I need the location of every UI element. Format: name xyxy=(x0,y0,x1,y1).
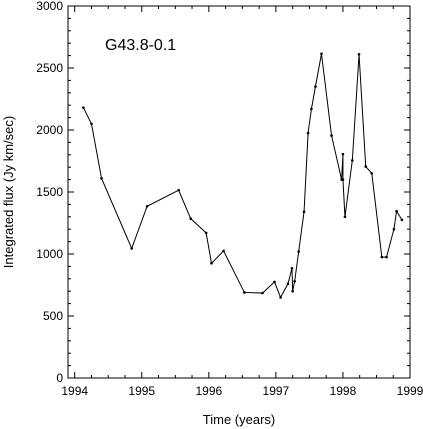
x-tick-label: 1994 xyxy=(61,384,88,398)
data-point xyxy=(293,279,296,283)
data-point xyxy=(261,291,264,295)
data-point xyxy=(90,122,93,126)
data-point xyxy=(222,249,225,253)
x-tick-label: 1997 xyxy=(263,384,290,398)
data-point xyxy=(395,209,398,213)
data-point xyxy=(290,266,294,270)
data-point xyxy=(273,280,276,284)
x-tick-label: 1999 xyxy=(397,384,423,398)
data-point xyxy=(341,152,345,156)
data-point xyxy=(210,262,213,265)
y-tick-label: 1500 xyxy=(36,185,63,199)
data-point xyxy=(291,289,294,293)
y-tick-label: 0 xyxy=(56,371,63,385)
data-point xyxy=(341,178,345,181)
y-tick-label: 3000 xyxy=(36,0,63,13)
x-axis-label: Time (years) xyxy=(203,412,275,427)
data-point xyxy=(145,204,149,208)
data-point xyxy=(385,255,388,259)
x-tick-label: 1996 xyxy=(195,384,222,398)
x-tick-label: 1995 xyxy=(128,384,155,398)
data-point xyxy=(392,227,396,231)
x-axis-ticks: 1994 1995 1996 1997 1998 1999 xyxy=(61,6,423,398)
y-tick-label: 1000 xyxy=(36,247,63,261)
data-point xyxy=(302,210,306,214)
data-point xyxy=(100,177,103,180)
data-point xyxy=(380,255,384,259)
y-tick-label: 2500 xyxy=(36,61,63,75)
data-point xyxy=(370,172,374,175)
data-point xyxy=(286,282,290,286)
series-line xyxy=(82,53,403,299)
data-point xyxy=(306,131,310,135)
data-point xyxy=(243,291,246,294)
data-point xyxy=(357,53,361,56)
y-tick-label: 2000 xyxy=(36,123,63,137)
data-point xyxy=(314,85,317,88)
y-axis-label: Integrated flux (Jy km/sec) xyxy=(1,116,16,268)
data-point xyxy=(177,188,180,192)
y-tick-label: 500 xyxy=(43,309,63,323)
series-group xyxy=(82,52,404,299)
y-axis-ticks: 0 500 1000 1500 2000 2500 3000 xyxy=(36,0,410,385)
x-tick-label: 1998 xyxy=(330,384,357,398)
chart-annotation: G43.8-0.1 xyxy=(105,37,176,54)
data-point xyxy=(351,159,354,162)
data-point xyxy=(82,106,85,109)
data-point xyxy=(130,247,134,250)
data-point xyxy=(310,107,313,111)
data-point xyxy=(330,134,333,137)
data-point xyxy=(400,218,404,222)
data-point xyxy=(204,231,208,235)
data-point xyxy=(279,296,282,299)
data-point xyxy=(343,215,347,219)
data-point xyxy=(189,217,193,220)
data-point xyxy=(297,250,300,253)
data-point xyxy=(320,52,323,56)
data-point xyxy=(364,165,368,168)
